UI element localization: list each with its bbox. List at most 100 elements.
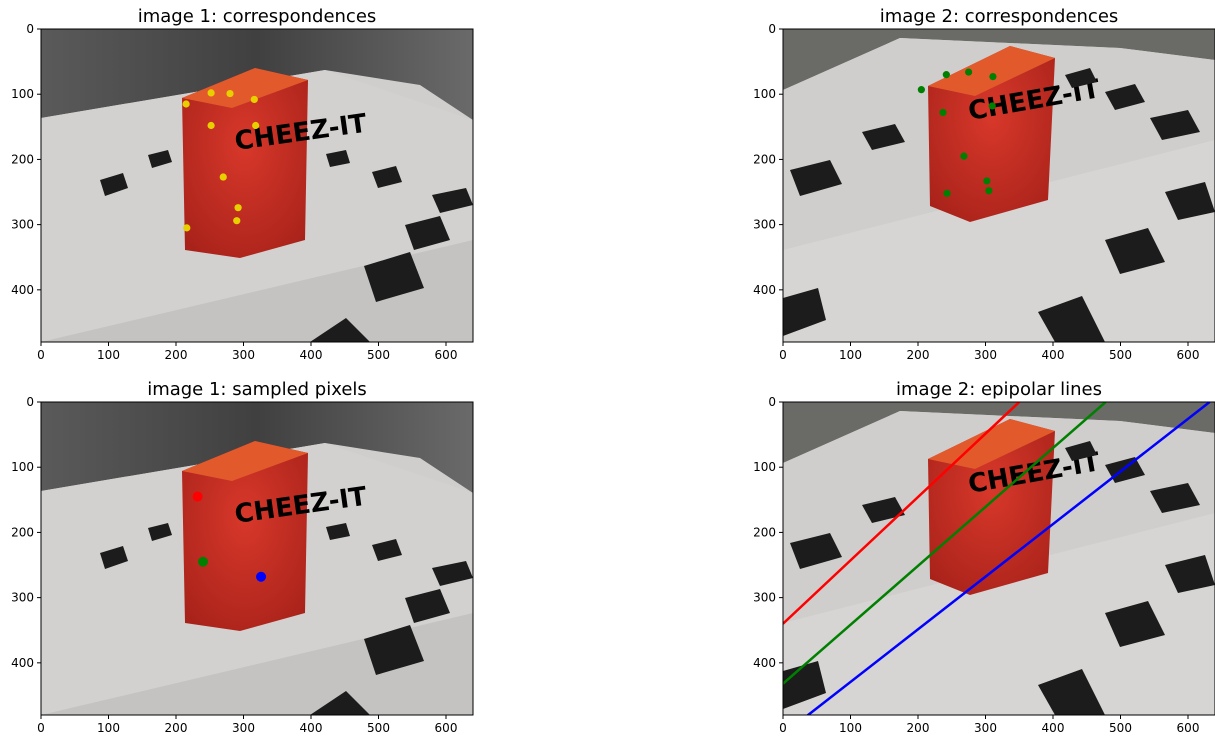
data-point xyxy=(183,224,191,232)
x-tick-label: 0 xyxy=(37,721,45,735)
y-tick-label: 100 xyxy=(753,460,776,474)
y-tick-label: 400 xyxy=(11,283,34,297)
x-tick-label: 300 xyxy=(974,721,997,735)
data-point xyxy=(256,571,267,582)
subplot-title: image 2: epipolar lines xyxy=(896,379,1102,400)
data-point xyxy=(252,121,260,130)
x-tick-label: 400 xyxy=(1042,348,1065,362)
x-tick-label: 100 xyxy=(839,348,862,362)
y-axis: 0 100 200 300 400 xyxy=(753,22,783,297)
photo-image-1-copy: CHEEZ-IT xyxy=(41,402,473,715)
x-axis: 0 100 200 300 400 500 600 xyxy=(37,715,457,735)
data-point xyxy=(917,86,925,94)
x-tick-label: 500 xyxy=(1109,721,1132,735)
data-points xyxy=(182,89,260,232)
y-axis: 0 100 200 300 400 xyxy=(11,395,41,670)
subplot-title: image 2: correspondences xyxy=(880,6,1119,27)
y-tick-label: 300 xyxy=(753,591,776,605)
x-tick-label: 200 xyxy=(165,721,188,735)
x-tick-label: 600 xyxy=(1177,348,1200,362)
y-axis: 0 100 200 300 400 xyxy=(11,22,41,297)
data-point xyxy=(198,556,208,567)
y-tick-label: 200 xyxy=(11,152,34,166)
y-tick-label: 0 xyxy=(768,22,776,36)
x-tick-label: 200 xyxy=(165,348,188,362)
subplot-3: image 1: sampled pixels CHEEZ-IT 0 100 200… xyxy=(11,379,474,735)
data-point xyxy=(250,95,258,104)
data-point xyxy=(983,177,991,185)
axes-frame xyxy=(782,28,1215,343)
y-tick-label: 400 xyxy=(753,283,776,297)
axes-frame xyxy=(782,401,1215,716)
subplot-title: image 1: correspondences xyxy=(138,6,377,27)
x-tick-label: 300 xyxy=(232,721,255,735)
x-tick-label: 600 xyxy=(1177,721,1200,735)
x-tick-label: 500 xyxy=(367,721,390,735)
x-tick-label: 500 xyxy=(367,348,390,362)
data-point xyxy=(226,89,234,98)
data-points xyxy=(783,402,1211,715)
y-tick-label: 0 xyxy=(26,395,34,409)
x-axis: 0 100 200 300 400 500 600 xyxy=(779,342,1199,362)
data-point xyxy=(989,73,997,81)
x-tick-label: 0 xyxy=(779,348,787,362)
axes-frame xyxy=(40,28,474,343)
photo-image-1: CHEEZ-IT xyxy=(41,29,473,342)
data-points xyxy=(192,491,267,582)
data-point xyxy=(207,89,215,97)
x-tick-label: 600 xyxy=(435,348,458,362)
axes-frame xyxy=(40,401,474,716)
data-point xyxy=(192,491,203,502)
y-axis: 0 100 200 300 400 xyxy=(753,395,783,670)
y-tick-label: 300 xyxy=(11,591,34,605)
data-point xyxy=(960,152,968,160)
data-point xyxy=(988,102,996,110)
y-tick-label: 100 xyxy=(11,460,34,474)
data-point xyxy=(985,187,993,195)
y-tick-label: 400 xyxy=(753,656,776,670)
x-tick-label: 400 xyxy=(1042,721,1065,735)
x-axis: 0 100 200 300 400 500 600 xyxy=(37,342,457,362)
x-tick-label: 400 xyxy=(300,721,323,735)
data-point xyxy=(233,217,241,225)
x-tick-label: 100 xyxy=(839,721,862,735)
subplot-4: image 2: epipolar lines CHEEZ-IT 0 100 200… xyxy=(753,379,1215,735)
x-tick-label: 300 xyxy=(232,348,255,362)
x-axis: 0 100 200 300 400 500 600 xyxy=(779,715,1199,735)
y-tick-label: 300 xyxy=(753,218,776,232)
x-tick-label: 0 xyxy=(37,348,45,362)
epipolar-line xyxy=(783,402,1107,685)
y-tick-label: 100 xyxy=(753,87,776,101)
data-point xyxy=(234,204,242,212)
data-points xyxy=(917,68,997,197)
subplot-title: image 1: sampled pixels xyxy=(147,379,367,400)
x-tick-label: 600 xyxy=(435,721,458,735)
x-tick-label: 400 xyxy=(300,348,323,362)
x-tick-label: 0 xyxy=(779,721,787,735)
y-tick-label: 200 xyxy=(11,525,34,539)
data-point xyxy=(942,71,950,79)
y-tick-label: 0 xyxy=(26,22,34,36)
subplot-1: image 1: correspondences CHEEZ-IT 0 100 20… xyxy=(11,6,474,362)
data-point xyxy=(219,173,227,181)
y-tick-label: 100 xyxy=(11,87,34,101)
epipolar-line xyxy=(806,402,1211,715)
data-point xyxy=(939,108,947,117)
data-point xyxy=(965,68,973,76)
y-tick-label: 400 xyxy=(11,656,34,670)
x-tick-label: 300 xyxy=(974,348,997,362)
y-tick-label: 0 xyxy=(768,395,776,409)
data-point xyxy=(207,121,215,130)
x-tick-label: 100 xyxy=(97,348,120,362)
data-point xyxy=(943,189,951,197)
x-tick-label: 200 xyxy=(907,721,930,735)
photo-image-2: CHEEZ-IT xyxy=(783,29,1215,342)
y-tick-label: 200 xyxy=(753,152,776,166)
data-point xyxy=(182,100,190,108)
epipolar-line xyxy=(783,402,1021,625)
x-tick-label: 200 xyxy=(907,348,930,362)
y-tick-label: 300 xyxy=(11,218,34,232)
subplot-2: image 2: correspondences CHEEZ-IT 0 100 20… xyxy=(753,6,1215,362)
x-tick-label: 100 xyxy=(97,721,120,735)
